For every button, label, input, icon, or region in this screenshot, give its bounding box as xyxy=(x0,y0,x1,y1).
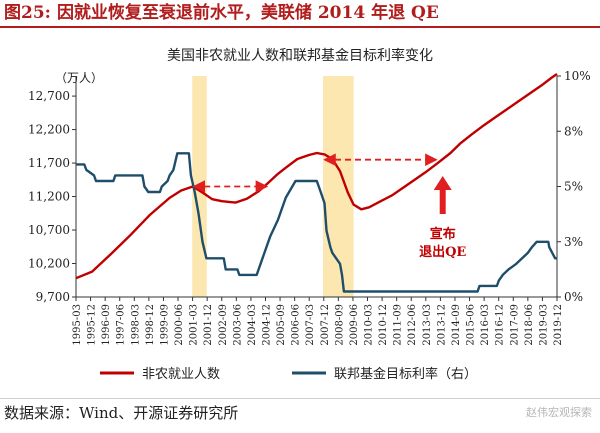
x-tick-label: 1995-12 xyxy=(87,304,98,346)
x-tick-label: 1997-06 xyxy=(116,304,127,346)
x-tick-label: 2004-12 xyxy=(261,304,272,346)
x-tick-label: 2007-03 xyxy=(305,304,316,346)
right-tick-label: 5% xyxy=(564,180,583,194)
right-tick-label: 10% xyxy=(564,69,591,83)
bottom-rule xyxy=(0,398,600,399)
x-tick-label: 2003-06 xyxy=(232,304,243,346)
x-tick-label: 2014-09 xyxy=(451,304,462,346)
x-tick-label: 2001-12 xyxy=(203,304,214,346)
x-tick-label: 2017-09 xyxy=(509,304,520,346)
right-tick-label: 0% xyxy=(564,290,583,304)
x-tick-label: 2001-03 xyxy=(189,304,200,346)
legend-fed-funds-rate-label: 联邦基金目标利率（右） xyxy=(334,366,477,382)
figure-title: 图25: 因就业恢复至衰退前水平，美联储 2014 年退 QE xyxy=(0,0,600,28)
chart-title: 美国非农就业人数和联邦基金目标利率变化 xyxy=(167,47,433,64)
x-tick-label: 2015-06 xyxy=(466,304,477,346)
x-tick-label: 2019-12 xyxy=(553,304,564,346)
x-tick-label: 2005-09 xyxy=(276,304,287,346)
data-source: 数据来源：Wind、开源证券研究所 xyxy=(4,404,239,422)
payrolls-line xyxy=(75,73,558,280)
left-tick-label: 12,200 xyxy=(28,123,70,137)
x-tick-label: 2018-06 xyxy=(524,304,535,346)
x-tick-label: 2013-03 xyxy=(422,304,433,346)
watermark: 赵伟宏观探索 xyxy=(526,406,592,419)
x-tick-label: 1995-03 xyxy=(72,304,83,346)
x-tick-label: 2011-09 xyxy=(393,304,404,346)
x-tick-label: 2012-06 xyxy=(407,304,418,346)
x-tick-label: 1998-12 xyxy=(145,304,156,346)
x-tick-label: 1998-03 xyxy=(130,304,141,346)
x-tick-label: 2004-03 xyxy=(247,304,258,346)
x-tick-label: 2002-09 xyxy=(218,304,229,346)
x-tick-label: 1999-09 xyxy=(159,304,170,346)
qe-exit-arrow-head xyxy=(433,176,452,190)
left-tick-label: 10,200 xyxy=(28,257,70,271)
qe-exit-arrow-shaft xyxy=(439,188,446,214)
right-tick-label: 8% xyxy=(564,124,583,138)
x-tick-label: 2010-03 xyxy=(364,304,375,346)
figure-number: 图25: xyxy=(4,3,51,23)
left-tick-label: 9,700 xyxy=(36,290,70,304)
left-tick-label: 12,700 xyxy=(28,89,70,103)
x-tick-label: 2013-12 xyxy=(436,304,447,346)
x-tick-label: 2000-06 xyxy=(174,304,185,346)
left-tick-label: 11,700 xyxy=(28,156,70,170)
employment-rate-chart: 美国非农就业人数和联邦基金目标利率变化 （万人） 9,700 10,200 10,7… xyxy=(28,47,591,382)
x-tick-label: 2006-06 xyxy=(291,304,302,346)
x-tick-label: 2008-09 xyxy=(334,304,345,346)
x-tick-label: 2010-12 xyxy=(378,304,389,346)
right-tick-label: 3% xyxy=(564,235,583,249)
x-tick-label: 2007-12 xyxy=(320,304,331,346)
left-tick-label: 11,200 xyxy=(28,190,70,204)
left-tick-label: 10,700 xyxy=(28,223,70,237)
qe-exit-label-line2: 退出QE xyxy=(419,244,466,260)
x-tick-label: 2009-06 xyxy=(349,304,360,346)
x-tick-label: 2019-03 xyxy=(538,304,549,346)
left-axis-unit: （万人） xyxy=(55,71,103,85)
x-tick-label: 1996-09 xyxy=(101,304,112,346)
fed-funds-rate-line xyxy=(76,152,557,293)
legend-payrolls-label: 非农就业人数 xyxy=(142,367,220,382)
recession-band-2 xyxy=(322,76,354,297)
qe-exit-label-line1: 宣布 xyxy=(430,226,456,242)
figure-title-text: 因就业恢复至衰退前水平，美联储 2014 年退 QE xyxy=(56,3,439,23)
x-tick-label: 2016-12 xyxy=(495,304,506,346)
x-tick-label: 2016-03 xyxy=(480,304,491,346)
